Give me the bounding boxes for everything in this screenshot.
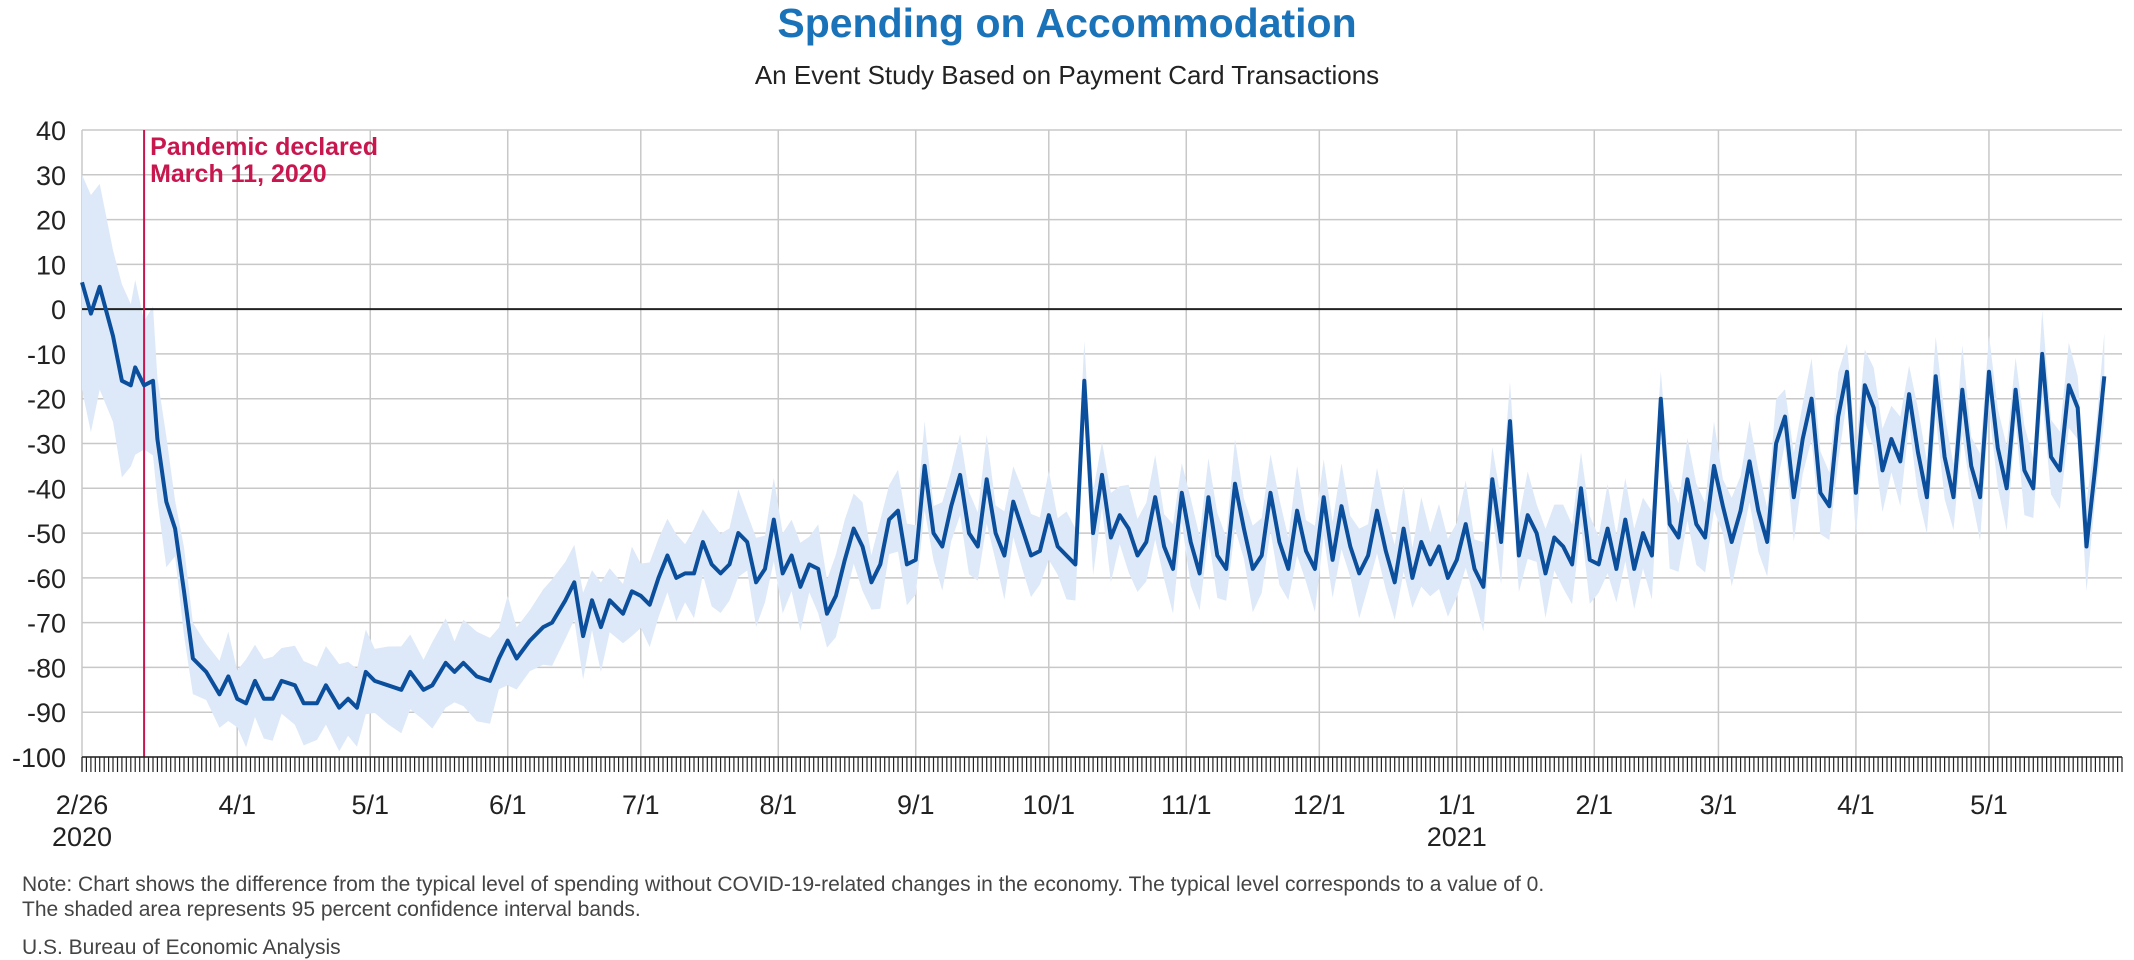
axis-layer: 40 30 20 10 0 -10 -20 -30 -40 -50 -60 -70 -80 -90 -100… bbox=[12, 116, 2123, 852]
x-tick-label: 7/1 bbox=[622, 790, 660, 820]
y-tick-label: -90 bbox=[27, 698, 66, 728]
series-line-layer bbox=[80, 281, 2107, 710]
x-tick-label: 5/1 bbox=[351, 790, 389, 820]
chart-subtitle: An Event Study Based on Payment Card Tra… bbox=[754, 60, 1380, 90]
y-tick-label: 20 bbox=[36, 206, 66, 236]
y-tick-label: 30 bbox=[36, 161, 66, 191]
y-tick-label: -50 bbox=[27, 519, 66, 549]
chart-title: Spending on Accommodation bbox=[777, 0, 1357, 46]
y-tick-label: -100 bbox=[12, 743, 66, 773]
x-tick-year-label: 2020 bbox=[52, 822, 112, 852]
chart-note-line1: Note: Chart shows the difference from th… bbox=[22, 873, 1545, 896]
confidence-band-layer bbox=[82, 174, 2105, 752]
x-tick-label: 5/1 bbox=[1970, 790, 2008, 820]
y-tick-label: 0 bbox=[51, 295, 66, 325]
series-line bbox=[80, 281, 2107, 710]
confidence-band bbox=[82, 174, 2105, 752]
y-tick-label: -40 bbox=[27, 474, 66, 504]
x-tick-label: 4/1 bbox=[1837, 790, 1875, 820]
chart-note-line2: The shaded area represents 95 percent co… bbox=[22, 898, 641, 921]
y-tick-label: -30 bbox=[27, 430, 66, 460]
x-tick-label: 6/1 bbox=[489, 790, 527, 820]
y-tick-label: -70 bbox=[27, 609, 66, 639]
x-tick-label: 12/1 bbox=[1293, 790, 1346, 820]
x-tick-year-label: 2021 bbox=[1427, 822, 1487, 852]
y-tick-label: -60 bbox=[27, 564, 66, 594]
x-tick-label: 9/1 bbox=[897, 790, 935, 820]
y-tick-label: 10 bbox=[36, 250, 66, 280]
x-tick-label: 11/1 bbox=[1161, 790, 1212, 820]
x-tick-label: 2/1 bbox=[1575, 790, 1613, 820]
x-tick-label: 10/1 bbox=[1023, 790, 1076, 820]
y-tick-label: 40 bbox=[36, 116, 66, 146]
event-label-line1: Pandemic declared bbox=[150, 133, 378, 161]
x-tick-label: 3/1 bbox=[1700, 790, 1738, 820]
source-credit: U.S. Bureau of Economic Analysis bbox=[22, 936, 341, 959]
x-tick-label: 2/26 bbox=[56, 790, 109, 820]
x-tick-label: 1/1 bbox=[1438, 790, 1476, 820]
event-label-line2: March 11, 2020 bbox=[150, 160, 327, 188]
x-tick-label: 4/1 bbox=[218, 790, 256, 820]
y-tick-label: -20 bbox=[27, 385, 66, 415]
y-tick-label: -80 bbox=[27, 653, 66, 683]
x-axis-day-ticks bbox=[81, 757, 2123, 772]
y-tick-label: -10 bbox=[27, 340, 66, 370]
x-tick-label: 8/1 bbox=[759, 790, 797, 820]
